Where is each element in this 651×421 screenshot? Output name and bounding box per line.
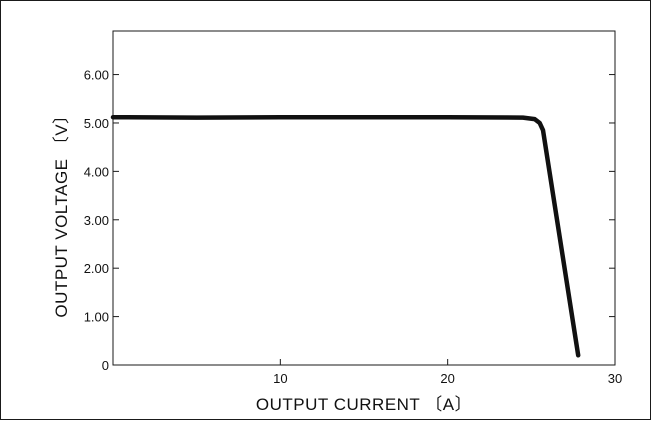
y-tick-label: 4.00: [84, 164, 109, 179]
y-axis-ticks: 0 1.00 2.00 3.00 4.00 5.00 6.00: [84, 68, 615, 373]
x-axis-ticks: 10 20 30: [273, 359, 622, 386]
y-tick-label: 0: [102, 358, 109, 373]
y-tick-label: 1.00: [84, 310, 109, 325]
y-tick-label: 6.00: [84, 68, 109, 83]
x-tick-label: 30: [608, 371, 622, 386]
x-axis-title: OUTPUT CURRENT 〔A〕: [256, 395, 472, 414]
x-tick-label: 20: [440, 371, 454, 386]
x-tick-label: 10: [273, 371, 287, 386]
y-tick-label: 2.00: [84, 261, 109, 276]
y-tick-label: 3.00: [84, 213, 109, 228]
voltage-current-line: [110, 114, 581, 358]
y-axis-title: OUTPUT VOLTAGE 〔V〕: [52, 106, 71, 317]
y-tick-label: 5.00: [84, 116, 109, 131]
plot-area-frame: [112, 30, 616, 366]
